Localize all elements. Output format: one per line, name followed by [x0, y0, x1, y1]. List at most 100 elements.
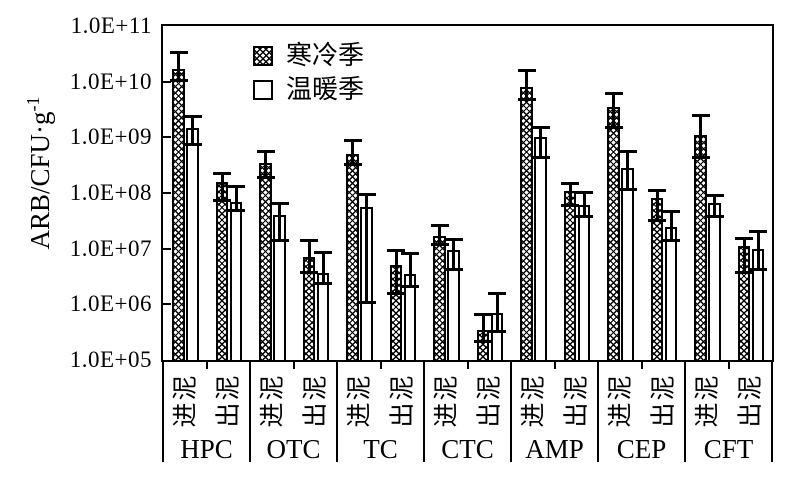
group-separator-0: [162, 360, 164, 462]
error-bar-cap-bottom: [705, 215, 724, 219]
y-tick-label-9: 1.0E+09: [69, 124, 152, 150]
error-bar-CEP-出泥-温暖季: [662, 209, 680, 243]
error-bar-cap-bottom: [430, 243, 449, 247]
subcategory-label-HPC-进泥: 进泥: [172, 373, 199, 428]
crosshatch-swatch-icon: [253, 46, 273, 66]
error-bar-AMP-进泥-寒冷季: [517, 68, 536, 101]
error-bar-cap-top: [314, 251, 332, 255]
pair-tick-mark-TC: [379, 360, 382, 369]
error-bar-line: [699, 114, 702, 160]
error-bar-cap-bottom: [517, 97, 536, 101]
error-bar-CEP-进泥-寒冷季: [604, 92, 623, 130]
error-bar-cap-top: [401, 252, 419, 256]
error-bar-OTC-进泥-寒冷季: [256, 149, 275, 179]
error-bar-CFT-进泥-温暖季: [705, 194, 724, 219]
error-bar-line: [365, 193, 368, 305]
error-bar-CTC-出泥-寒冷季: [474, 312, 492, 344]
group-label-CEP: CEP: [616, 434, 667, 464]
error-bar-cap-top: [227, 184, 245, 188]
legend-item-warm-season: 温暖季: [253, 76, 364, 104]
error-bar-cap-bottom: [604, 126, 623, 130]
error-bar-cap-top: [300, 238, 318, 242]
error-bar-HPC-出泥-温暖季: [227, 184, 245, 213]
bar-OTC-进泥-寒冷季: [259, 162, 272, 360]
error-bar-cap-top: [270, 201, 289, 205]
legend-label-cold-season: 寒冷季: [286, 41, 365, 70]
subcategory-label-CTC-进泥: 进泥: [433, 373, 460, 428]
subcategory-label-HPC-出泥: 出泥: [215, 373, 243, 428]
error-bar-cap-bottom: [270, 239, 289, 243]
error-bar-CTC-进泥-寒冷季: [430, 223, 449, 247]
group-label-AMP: AMP: [525, 434, 584, 464]
error-bar-cap-top: [749, 229, 767, 233]
error-bar-cap-top: [444, 238, 463, 242]
error-bar-AMP-出泥-寒冷季: [561, 181, 579, 208]
error-bar-cap-top: [387, 248, 405, 252]
error-bar-cap-bottom: [183, 142, 202, 146]
bar-HPC-进泥-寒冷季: [172, 68, 185, 360]
error-bar-line: [481, 312, 485, 344]
error-bar-CTC-进泥-温暖季: [444, 238, 463, 271]
error-bar-cap-top: [183, 115, 202, 119]
pair-tick-mark-OTC: [292, 360, 295, 369]
error-bar-cap-top: [517, 68, 536, 72]
error-bar-line: [756, 229, 760, 271]
error-bar-HPC-进泥-温暖季: [183, 115, 202, 146]
x-axis-label-area: 进泥 出泥 HPC 进泥 出泥 OTC 进泥 出泥 TC 进泥 出泥 CTC 进泥 出泥 AMP 进泥 出泥 CE…: [161, 360, 774, 468]
error-bar-TC-出泥-寒冷季: [387, 248, 405, 295]
pair-tick-mark-AMP: [553, 360, 556, 369]
error-bar-HPC-出泥-寒冷季: [213, 171, 231, 202]
y-tick-label-5: 1.0E+05: [69, 347, 152, 372]
error-bar-line: [626, 149, 629, 191]
group-separator-2: [336, 360, 338, 462]
error-bar-cap-bottom: [648, 219, 666, 223]
subcategory-label-CFT-出泥: 出泥: [737, 373, 765, 428]
error-bar-cap-top: [169, 51, 188, 55]
error-bar-line: [191, 115, 194, 146]
error-bar-cap-bottom: [300, 271, 318, 275]
group-label-CFT: CFT: [703, 434, 754, 464]
error-bar-cap-bottom: [169, 78, 188, 82]
group-separator-1: [249, 360, 251, 462]
y-tick-label-8: 1.0E+08: [69, 180, 152, 205]
error-bar-line: [177, 51, 180, 82]
error-bar-cap-bottom: [662, 239, 680, 243]
group-label-CTC: CTC: [441, 434, 494, 464]
error-bar-AMP-出泥-温暖季: [575, 190, 593, 219]
group-separator-3: [423, 360, 425, 462]
error-bar-line: [568, 181, 572, 208]
error-bar-TC-进泥-寒冷季: [343, 138, 362, 167]
bar-CFT-进泥-寒冷季: [694, 135, 707, 360]
bar-CEP-进泥-寒冷季: [607, 107, 620, 360]
group-separator-7: [771, 360, 773, 462]
error-bar-line: [495, 291, 499, 334]
error-bar-line: [278, 201, 281, 243]
subcategory-label-CFT-进泥: 进泥: [694, 373, 721, 428]
bar-AMP-进泥-温暖季: [534, 137, 547, 360]
error-bar-TC-进泥-温暖季: [357, 193, 376, 305]
subcategory-label-OTC-进泥: 进泥: [259, 373, 286, 428]
error-bar-cap-bottom: [401, 284, 419, 288]
error-bar-line: [264, 149, 267, 179]
pair-tick-mark-CTC: [466, 360, 469, 369]
error-bar-cap-bottom: [531, 156, 550, 160]
error-bar-line: [582, 190, 586, 219]
error-bar-line: [307, 238, 311, 275]
error-bar-OTC-出泥-寒冷季: [300, 238, 318, 275]
legend-label-warm-season: 温暖季: [286, 75, 365, 104]
error-bar-cap-bottom: [735, 271, 753, 275]
error-bar-line: [742, 237, 746, 275]
legend-item-cold-season: 寒冷季: [253, 42, 364, 70]
error-bar-cap-bottom: [213, 198, 231, 202]
error-bar-cap-top: [343, 138, 362, 142]
error-bar-cap-top: [213, 171, 231, 175]
bar-HPC-进泥-温暖季: [186, 127, 199, 360]
group-separator-5: [597, 360, 599, 462]
subcategory-label-CTC-出泥: 出泥: [476, 373, 504, 428]
subcategory-label-CEP-出泥: 出泥: [650, 373, 678, 428]
error-bar-cap-bottom: [561, 204, 579, 208]
error-bar-line: [452, 238, 455, 271]
error-bar-CTC-出泥-温暖季: [488, 291, 506, 334]
error-bar-CEP-出泥-寒冷季: [648, 188, 666, 223]
pair-tick-mark-CFT: [727, 360, 730, 369]
